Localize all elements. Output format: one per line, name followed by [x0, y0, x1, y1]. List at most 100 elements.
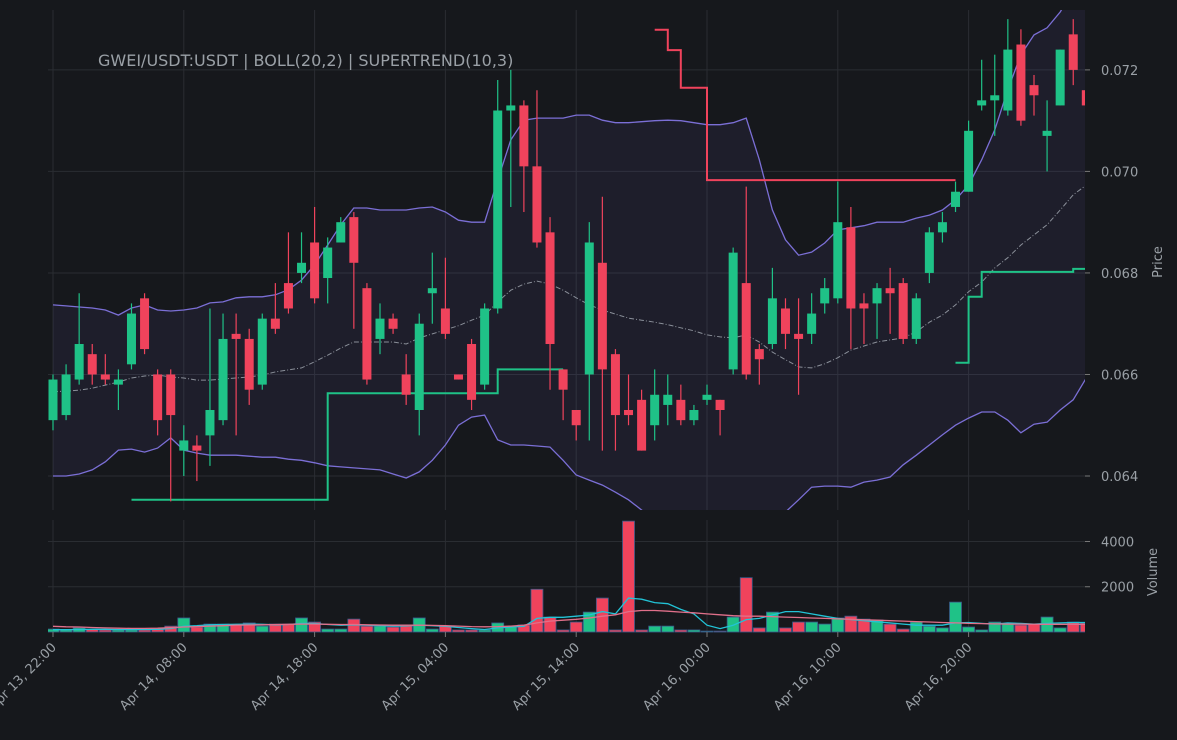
volume-bar	[988, 621, 1002, 633]
volume-bar	[1014, 624, 1028, 633]
candle-body	[427, 288, 437, 294]
volume-bar	[805, 621, 819, 633]
x-tick-label: Apr 15, 14:00	[510, 640, 583, 713]
candle-body	[767, 298, 777, 345]
candle-body	[440, 308, 450, 334]
candle-body	[1016, 44, 1026, 121]
volume-bar	[648, 625, 662, 633]
candle-body	[166, 374, 176, 416]
candle-body	[728, 252, 738, 370]
volume-bar	[609, 629, 622, 633]
candle-body	[100, 374, 110, 380]
candle-body	[179, 440, 189, 451]
candle-body	[126, 313, 136, 365]
candle-body	[519, 105, 529, 167]
volume-bar	[739, 577, 753, 633]
chart-title: GWEI/USDT:USDT | BOLL(20,2) | SUPERTREND…	[98, 51, 513, 70]
candle-body	[297, 262, 307, 273]
volume-bar	[818, 623, 832, 633]
candle-body	[597, 262, 607, 370]
volume-bar	[242, 622, 256, 633]
candle-body	[741, 283, 751, 375]
volume-bar	[255, 625, 269, 633]
volume-bar	[975, 629, 989, 633]
volume-bar	[295, 617, 308, 633]
candle-body	[218, 338, 228, 421]
candle-body	[846, 227, 856, 309]
candle-body	[323, 247, 333, 279]
candle-body	[270, 318, 280, 329]
volume-bar	[792, 621, 805, 633]
candle-body	[794, 333, 804, 339]
candle-body	[911, 298, 921, 339]
volume-bar	[138, 629, 151, 633]
volume-bar	[962, 626, 975, 633]
candle-body	[833, 222, 843, 299]
candle-body	[388, 318, 398, 329]
price-panel	[48, 10, 1085, 510]
candle-body	[951, 191, 961, 207]
volume-bar	[909, 621, 923, 633]
candle-body	[859, 303, 869, 309]
volume-bar	[112, 629, 125, 633]
candle-body	[1003, 49, 1013, 111]
candle-body	[558, 369, 568, 390]
x-tick-label: Apr 13, 22:00	[0, 640, 60, 713]
candle-body	[807, 313, 817, 334]
volume-bar	[622, 520, 635, 633]
volume-bar	[282, 623, 295, 633]
volume-bar	[936, 627, 949, 633]
volume-bar	[373, 625, 387, 633]
candle-body	[1068, 34, 1078, 70]
volume-bar	[177, 617, 191, 633]
candle-body	[885, 288, 895, 294]
candle-body	[61, 374, 71, 416]
candle-body	[362, 288, 372, 380]
volume-bar	[1066, 621, 1080, 633]
y-axis-label: Price	[1151, 246, 1166, 278]
volume-bar	[203, 623, 217, 633]
candle-body	[584, 242, 594, 375]
volume-bar	[779, 627, 792, 633]
volume-bar	[857, 618, 871, 633]
volume-bar	[1079, 622, 1085, 633]
candle-body	[87, 354, 97, 375]
volume-bar	[922, 625, 936, 633]
candle-body	[153, 374, 163, 421]
volume-bar	[360, 625, 374, 633]
candle-body	[571, 410, 581, 426]
candle-body	[336, 222, 346, 243]
volume-bar	[883, 623, 897, 633]
x-tick-label: Apr 16, 00:00	[640, 640, 713, 713]
y-tick-label: 0.072	[1101, 64, 1138, 79]
volume-bar	[713, 630, 727, 633]
candle-body	[532, 166, 542, 243]
candle-body	[545, 232, 555, 345]
candle-body	[754, 349, 764, 360]
y-tick-label: 0.070	[1101, 165, 1138, 180]
volume-bar	[687, 629, 701, 633]
band-fill	[53, 10, 1085, 510]
volume-bar	[98, 629, 112, 633]
volume-bar	[478, 629, 492, 633]
candle-body	[780, 308, 790, 334]
candle-body	[283, 283, 293, 309]
candle-body	[244, 338, 254, 390]
volume-bar	[896, 628, 910, 633]
candle-body	[937, 222, 947, 233]
volume-bar	[229, 624, 243, 633]
candle-body	[977, 100, 987, 106]
volume-bar	[569, 621, 583, 633]
candle-body	[231, 333, 241, 339]
candle-body	[610, 354, 620, 416]
candle-body	[493, 110, 503, 309]
volume-bar	[700, 630, 714, 633]
x-tick-label: Apr 15, 04:00	[379, 640, 452, 713]
candle-body	[1029, 85, 1039, 96]
candle-body	[624, 410, 634, 416]
candle-body	[480, 308, 490, 385]
volume-bar	[125, 629, 138, 633]
x-tick-label: Apr 16, 10:00	[771, 640, 844, 713]
candle-body	[74, 344, 84, 380]
